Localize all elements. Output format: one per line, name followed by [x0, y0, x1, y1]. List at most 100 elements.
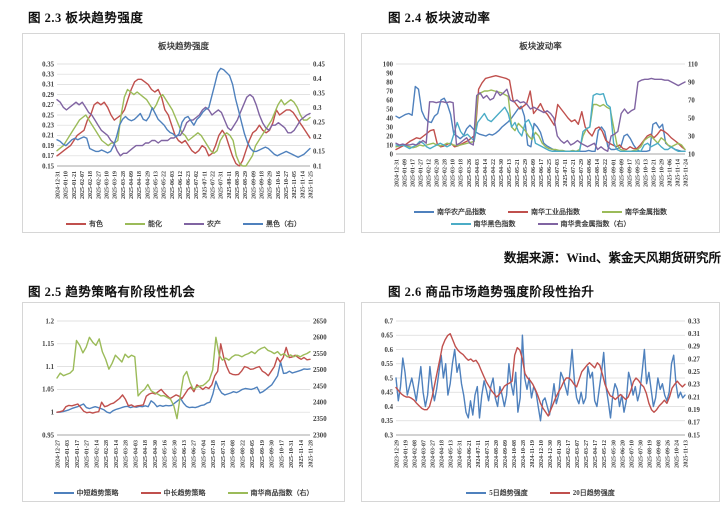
- right-axis-tick: 2400: [313, 400, 327, 407]
- right-axis-tick: 70: [688, 97, 695, 104]
- x-axis-label: 2025-08-06: [587, 159, 593, 187]
- legend-line-marker: [602, 210, 622, 214]
- legend-line-marker: [243, 222, 263, 226]
- x-axis-label: 2024-09-09: [503, 440, 509, 468]
- x-axis-label: 2025-10-16: [276, 171, 282, 199]
- legend-row: 南华农产品指数 南华工业品指数 南华金属指数: [362, 206, 719, 218]
- x-axis-label: 2025-11-05: [292, 171, 298, 199]
- x-axis-label: 2025-01-27: [419, 159, 425, 187]
- x-axis-label: 2025-05-21: [515, 159, 521, 187]
- left-axis-tick: 0.6: [385, 347, 394, 354]
- x-axis-label: 2025-09-05: [250, 440, 256, 468]
- x-axis-label: 2025-08-22: [603, 159, 609, 187]
- x-axis-label: 2023-12-29: [395, 440, 401, 468]
- x-axis-label: 2025-06-03: [170, 171, 176, 199]
- legend-label: 黑色（右）: [266, 220, 301, 228]
- left-axis-tick: 1.2: [46, 318, 55, 325]
- x-axis-label: 2025-03-14: [114, 440, 120, 468]
- x-axis-label: 2025-11-13: [684, 440, 690, 468]
- fig23-plot: 板块趋势强度 0.35 0.33 0.31 0.29 0.27 0.25 0.23 0.21 0.…: [42, 41, 325, 199]
- x-axis-label: 2025-11-28: [309, 440, 315, 468]
- legend-item: 南华工业品指数: [508, 206, 580, 218]
- legend-item: 5日趋势强度: [466, 487, 528, 499]
- series-line: [395, 77, 686, 153]
- x-axis-label: 2025-04-30: [499, 159, 505, 187]
- x-axis-label: 2025-09-18: [260, 171, 266, 199]
- x-axis-label: 2025-04-09: [129, 171, 135, 199]
- right-axis-tick: 0.15: [688, 432, 700, 439]
- left-axis-tick: 0: [390, 151, 394, 158]
- legend-row: 南华黑色指数 南华贵金属指数（右）: [362, 218, 719, 230]
- legend-line-marker: [537, 222, 558, 226]
- left-axis-tick: 0.4: [385, 404, 394, 411]
- x-axis-label: 2025-11-14: [675, 159, 681, 187]
- left-axis-tick: 70: [386, 88, 393, 95]
- legend-label: 南华金属指数: [625, 208, 667, 216]
- legend-line-marker: [466, 491, 487, 495]
- left-axis-tick: 0.19: [42, 143, 54, 150]
- x-axis-label: 2024-05-13: [449, 440, 455, 468]
- legend-item: 中短趋势策略: [53, 487, 119, 499]
- left-axis-tick: 0.27: [42, 102, 54, 109]
- x-axis-label: 2025-01-27: [85, 440, 91, 468]
- x-axis-label: 2025-10-27: [284, 171, 290, 199]
- x-axis-label: 2025-08-14: [595, 159, 601, 187]
- legend-row: 有色 能化 农产 黑色（右）: [23, 218, 344, 230]
- right-axis-tick: 110: [688, 61, 698, 68]
- x-axis-label: 2025-02-18: [88, 171, 94, 199]
- x-axis-label: 2024-12-31: [395, 159, 401, 187]
- left-axis-tick: 0.65: [381, 333, 393, 340]
- x-axis-label: 2025-07-11: [563, 159, 569, 187]
- x-axis-label: 2024-12-30: [548, 440, 554, 468]
- legend-label: 5日趋势强度: [489, 489, 528, 497]
- left-axis-tick: 0.95: [42, 432, 54, 439]
- x-axis-label: 2025-09-09: [619, 159, 625, 187]
- left-axis-tick: 50: [386, 106, 393, 113]
- legend-line-marker: [53, 491, 74, 495]
- legend-label: 中短趋势策略: [76, 489, 119, 497]
- x-axis-label: 2025-10-24: [674, 440, 680, 468]
- legend-line-marker: [125, 222, 145, 226]
- legend-item: 南华金属指数: [602, 206, 667, 218]
- x-axis-label: 2024-12-31: [56, 171, 62, 199]
- x-axis-label: 2025-04-03: [133, 440, 139, 468]
- right-axis-tick: 2350: [313, 416, 327, 423]
- x-axis-label: 2025-03-26: [467, 159, 473, 187]
- x-axis-label: 2025-08-22: [240, 440, 246, 468]
- series-line: [56, 78, 311, 167]
- x-axis-label: 2025-04-18: [137, 171, 143, 199]
- x-axis-label: 2025-11-14: [299, 440, 305, 468]
- right-axis-tick: 0.27: [688, 356, 700, 363]
- x-axis-label: 2024-08-20: [494, 440, 500, 468]
- figure-2-3-chart: 板块趋势强度 0.35 0.33 0.31 0.29 0.27 0.25 0.23 0.21 0.…: [22, 33, 345, 233]
- x-axis-label: 2025-06-09: [531, 159, 537, 187]
- left-axis-tick: 0.15: [42, 163, 54, 170]
- legend-label: 南华农产品指数: [437, 208, 486, 216]
- legend-item: 能化: [125, 218, 162, 230]
- series-line: [56, 88, 311, 167]
- right-axis-tick: 0.1: [313, 163, 322, 170]
- x-axis-label: 2025-03-27: [584, 440, 590, 468]
- x-axis-label: 2025-01-17: [75, 440, 81, 468]
- x-axis-label: 2025-01-09: [403, 159, 409, 187]
- x-axis-label: 2025-01-03: [65, 440, 71, 468]
- x-axis-label: 2025-03-28: [121, 171, 127, 199]
- legend-item: 黑色（右）: [243, 218, 301, 230]
- legend-item: 南华农产品指数: [414, 206, 486, 218]
- x-axis-label: 2024-12-10: [539, 440, 545, 468]
- x-axis-label: 2025-05-29: [523, 159, 529, 187]
- legend-line-marker: [227, 491, 248, 495]
- x-axis-label: 2025-08-19: [647, 440, 653, 468]
- x-axis-label: 2025-02-14: [94, 440, 100, 468]
- legend-label: 20日趋势强度: [572, 489, 615, 497]
- right-axis-tick: 0.25: [688, 369, 700, 376]
- fig24-legend: 南华农产品指数 南华工业品指数 南华金属指数南华黑色指数 南华贵金属指数（右）: [362, 206, 719, 230]
- x-axis-label: 2025-02-17: [566, 440, 572, 468]
- legend-label: 南华黑色指数: [473, 220, 516, 228]
- right-axis-tick: 0.4: [313, 76, 322, 83]
- x-axis-label: 2025-06-12: [178, 171, 184, 199]
- legend-row: 5日趋势强度 20日趋势强度: [362, 487, 719, 499]
- right-axis-tick: 0.3: [313, 105, 322, 112]
- x-axis-label: 2024-10-08: [512, 440, 518, 468]
